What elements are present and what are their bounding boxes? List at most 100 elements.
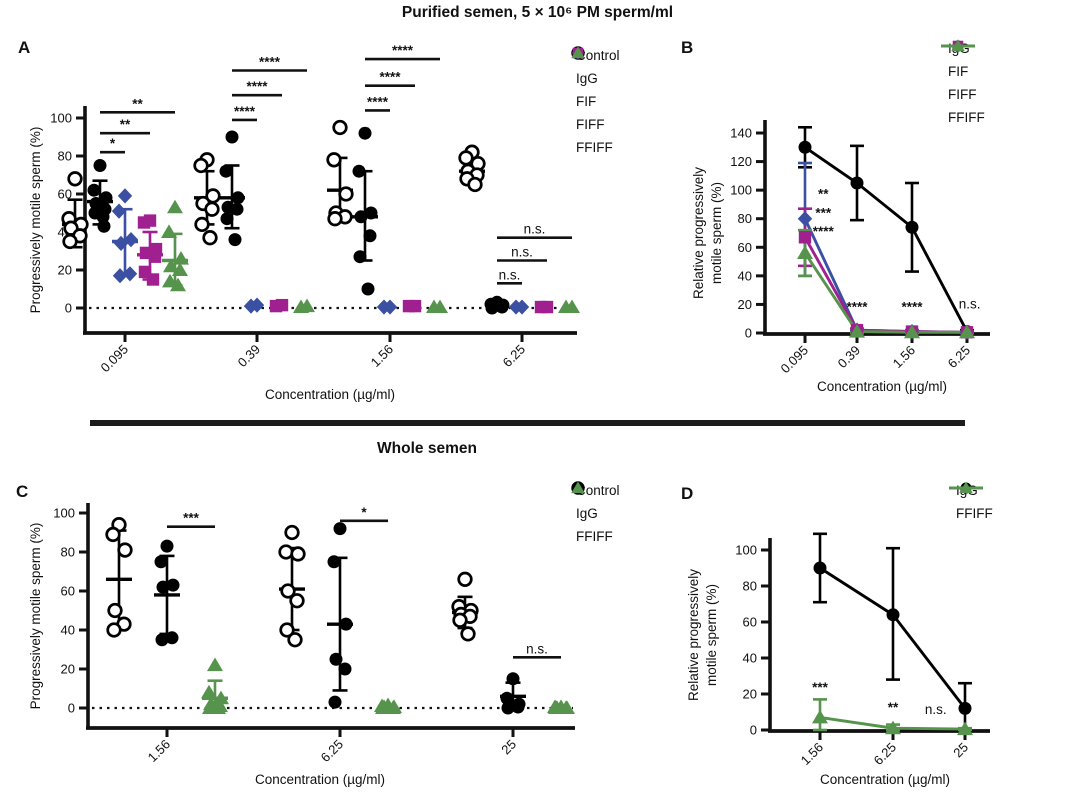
legend-label: IgG: [576, 71, 598, 86]
legend-item-fif: FIF: [568, 46, 620, 113]
svg-text:1.56: 1.56: [890, 343, 919, 372]
triangle-icon: [941, 39, 975, 52]
svg-text:****: ****: [813, 224, 835, 239]
svg-text:Relative progressively: Relative progressively: [686, 569, 701, 701]
svg-text:****: ****: [901, 300, 923, 315]
panel-b-chart: 0 20 40 60 80 100 120 140 0.095 0.39 1.56 6.25 Conce…: [691, 120, 990, 394]
legend-item-fif: FIF: [940, 39, 985, 83]
legend-item-ffiff: FFIFF: [948, 481, 993, 525]
svg-text:0.39: 0.39: [835, 343, 864, 372]
svg-text:n.s.: n.s.: [511, 245, 533, 260]
svg-text:1.56: 1.56: [798, 740, 827, 769]
svg-text:0.095: 0.095: [778, 343, 812, 377]
svg-text:1.56: 1.56: [145, 737, 174, 766]
svg-text:6.25: 6.25: [871, 740, 900, 769]
svg-text:**: **: [132, 96, 143, 111]
svg-text:60: 60: [738, 240, 752, 255]
legend-item-igg: IgG: [568, 482, 620, 525]
svg-text:Relative progressively: Relative progressively: [691, 167, 706, 299]
panel-label-c: C: [16, 482, 29, 501]
svg-text:20: 20: [58, 263, 72, 278]
panel-c-chart: 0 20 40 60 80 100 1.56 6.25 25 Concentration (µg/…: [28, 503, 575, 787]
svg-text:80: 80: [738, 211, 752, 226]
legend-label: IgG: [576, 506, 598, 521]
legend-label: Control: [576, 483, 620, 498]
svg-text:40: 40: [738, 268, 752, 283]
svg-text:100: 100: [50, 111, 72, 126]
legend-label: FIF: [576, 94, 597, 109]
legend-label: Control: [576, 48, 620, 63]
triangle-icon: [571, 46, 585, 59]
svg-text:***: ***: [815, 205, 832, 220]
svg-text:60: 60: [743, 615, 757, 630]
svg-text:80: 80: [743, 579, 757, 594]
svg-text:60: 60: [61, 584, 75, 599]
panel-label-d: D: [681, 484, 694, 503]
svg-text:0: 0: [750, 723, 757, 738]
svg-text:140: 140: [730, 125, 752, 140]
svg-text:Progressively motile sperm (%): Progressively motile sperm (%): [28, 523, 43, 710]
svg-text:****: ****: [259, 55, 281, 70]
panel-label-b: B: [681, 38, 694, 57]
svg-text:6.25: 6.25: [500, 342, 529, 371]
legend-item-ffiff: FFIFF: [568, 46, 620, 159]
svg-text:Concentration (µg/ml): Concentration (µg/ml): [820, 772, 950, 787]
svg-text:n.s.: n.s.: [524, 222, 546, 237]
svg-text:*: *: [110, 136, 116, 151]
legend-label: FFIFF: [956, 506, 993, 521]
legend-label: FFIFF: [576, 140, 613, 155]
section-title-whole-semen: Whole semen: [377, 440, 477, 457]
svg-text:0.095: 0.095: [98, 342, 132, 376]
svg-text:25: 25: [498, 737, 519, 758]
svg-text:1.56: 1.56: [368, 342, 397, 371]
svg-text:0: 0: [745, 326, 752, 341]
svg-text:100: 100: [735, 543, 757, 558]
svg-text:100: 100: [53, 506, 75, 521]
legend-label: FFIFF: [948, 110, 985, 125]
svg-text:****: ****: [846, 300, 868, 315]
svg-text:motile sperm (%): motile sperm (%): [704, 584, 719, 686]
svg-text:motile sperm (%): motile sperm (%): [709, 182, 724, 284]
svg-text:20: 20: [61, 662, 75, 677]
legend-panel-c: Control IgG FFIFF: [568, 479, 620, 548]
section-title-purified-semen: Purified semen, 5 × 10⁶ PM sperm/ml: [401, 4, 674, 21]
svg-text:Concentration (µg/ml): Concentration (µg/ml): [265, 387, 395, 402]
svg-text:n.s.: n.s.: [499, 267, 521, 282]
svg-text:40: 40: [743, 651, 757, 666]
section-divider: [90, 420, 965, 426]
svg-text:25: 25: [950, 740, 971, 761]
svg-text:****: ****: [379, 70, 401, 85]
legend-item-fiff: FIFF: [568, 47, 620, 136]
svg-text:****: ****: [234, 104, 256, 119]
svg-text:6.25: 6.25: [945, 343, 974, 372]
triangle-icon: [571, 481, 585, 494]
svg-text:**: **: [888, 700, 899, 715]
legend-item-ffiff: FFIFF: [940, 39, 985, 129]
svg-text:40: 40: [61, 623, 75, 638]
panel-label-a: A: [18, 38, 31, 57]
svg-text:**: **: [120, 117, 131, 132]
legend-label: FIFF: [576, 117, 605, 132]
svg-text:****: ****: [392, 43, 414, 58]
legend-label: FFIFF: [576, 529, 613, 544]
svg-text:6.25: 6.25: [318, 737, 347, 766]
svg-text:20: 20: [738, 297, 752, 312]
svg-text:n.s.: n.s.: [959, 297, 981, 312]
svg-text:0: 0: [68, 701, 75, 716]
svg-text:20: 20: [743, 687, 757, 702]
svg-text:Concentration (µg/ml): Concentration (µg/ml): [817, 379, 947, 394]
svg-text:80: 80: [58, 149, 72, 164]
svg-text:*: *: [361, 505, 367, 520]
legend-label: FIFF: [948, 87, 977, 102]
svg-text:0.39: 0.39: [235, 342, 264, 371]
svg-text:n.s.: n.s.: [526, 641, 548, 656]
panel-a-chart: 0204060801000.0950.391.566.25Concentrati…: [28, 43, 580, 402]
legend-label: FIF: [948, 64, 969, 79]
svg-text:***: ***: [183, 511, 200, 526]
legend-item-igg: IgG: [568, 47, 620, 90]
